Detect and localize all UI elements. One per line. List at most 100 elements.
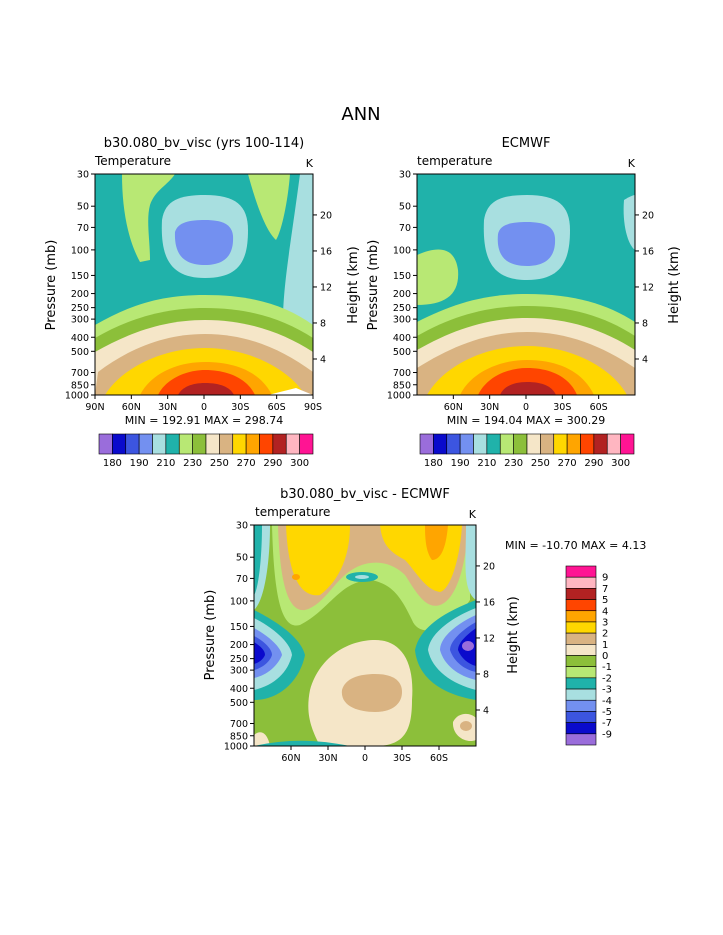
- pressure-tick-label: 200: [71, 289, 89, 300]
- colorbar-swatch: [499, 433, 514, 455]
- height-tick-label: 16: [483, 597, 495, 608]
- colorbar-label: 7: [602, 584, 608, 595]
- pressure-tick-label: 150: [393, 271, 411, 282]
- colorbar-label: 180: [103, 458, 122, 469]
- colorbar-label: 230: [183, 458, 202, 469]
- colorbar-label: 190: [451, 458, 470, 469]
- height-tick-label: 12: [320, 282, 332, 293]
- height-tick-label: 16: [320, 246, 332, 257]
- colorbar-swatch: [565, 599, 597, 612]
- colorbar-label: -9: [602, 729, 612, 740]
- contour-band-n7: [254, 642, 265, 664]
- pressure-tick-label: 250: [230, 654, 248, 665]
- contour-band-n3: [355, 575, 369, 579]
- colorbar-label: 210: [156, 458, 175, 469]
- colorbar-label: 9: [602, 573, 608, 584]
- contour-band-1: [460, 721, 472, 731]
- colorbar-swatch: [565, 733, 597, 746]
- pressure-tick-label: 200: [393, 289, 411, 300]
- colorbar-swatch: [299, 433, 314, 455]
- colorbar-label: 270: [237, 458, 256, 469]
- lat-tick-label: 30N: [480, 402, 499, 413]
- height-tick-label: 4: [483, 705, 489, 716]
- contour-band-n9: [462, 641, 474, 651]
- contour-band-300: [178, 383, 234, 395]
- contour-band-3: [425, 525, 448, 560]
- height-tick-label: 20: [642, 210, 654, 221]
- pressure-tick-label: 400: [393, 333, 411, 344]
- lat-tick-label: 30S: [553, 402, 571, 413]
- colorbar-swatch: [565, 666, 597, 679]
- colorbar-label: 190: [130, 458, 149, 469]
- pressure-tick-label: 250: [393, 303, 411, 314]
- height-tick-label: 4: [320, 354, 326, 365]
- pressure-tick-label: 500: [230, 698, 248, 709]
- pressure-tick-label: 300: [393, 315, 411, 326]
- pressure-tick-label: 850: [230, 731, 248, 742]
- colorbar-label: 3: [602, 617, 608, 628]
- lat-tick-label: 0: [201, 402, 207, 413]
- y-axis-label-right: Height (km): [506, 596, 521, 673]
- colorbar: 180 190 210 230 250 270 290 300: [98, 433, 314, 469]
- colorbar-swatch: [219, 433, 234, 455]
- colorbar: 180 190 210 230 250 270 290 300: [419, 433, 635, 469]
- contour-band-0: [254, 732, 270, 746]
- contour-band-n2: [254, 525, 262, 595]
- y-axis-label: Pressure (mb): [203, 590, 218, 681]
- colorbar-swatch: [419, 433, 434, 455]
- pressure-tick-label: 500: [393, 347, 411, 358]
- contour-band-2: [286, 525, 350, 596]
- page-title: ANN: [341, 104, 380, 125]
- colorbar-label: 5: [602, 595, 608, 606]
- colorbar-label: 300: [290, 458, 309, 469]
- colorbar-swatch: [565, 688, 597, 701]
- colorbar-label: 270: [558, 458, 577, 469]
- colorbar-swatch: [565, 699, 597, 712]
- pressure-tick-label: 30: [236, 521, 248, 532]
- contour-band-1: [341, 674, 402, 712]
- colorbar-swatch: [245, 433, 260, 455]
- colorbar-swatch: [459, 433, 474, 455]
- height-tick-label: 16: [642, 246, 654, 257]
- colorbar-swatch: [152, 433, 167, 455]
- panel-difference: b30.080_bv_visc - ECMWF temperature K: [203, 487, 646, 764]
- colorbar-swatch: [553, 433, 568, 455]
- panel-variable-label: temperature: [417, 154, 492, 168]
- pressure-tick-label: 70: [236, 574, 248, 585]
- pressure-tick-label: 50: [77, 202, 89, 213]
- lat-tick-label: 30S: [231, 402, 249, 413]
- height-tick-label: 8: [642, 318, 648, 329]
- colorbar-swatch: [565, 588, 597, 600]
- contour-field: [95, 174, 313, 395]
- pressure-tick-label: 100: [393, 245, 411, 256]
- colorbar-swatch: [192, 433, 207, 455]
- colorbar-label: -1: [602, 662, 612, 673]
- height-tick-label: 20: [483, 561, 495, 572]
- panel-units: K: [628, 157, 636, 170]
- contour-band-missing: [268, 388, 313, 395]
- pressure-tick-label: 850: [393, 380, 411, 391]
- colorbar-label: 0: [602, 651, 608, 662]
- colorbar-swatch: [565, 621, 597, 634]
- colorbar-swatch: [446, 433, 461, 455]
- pressure-tick-label: 850: [71, 380, 89, 391]
- colorbar-swatch: [125, 433, 140, 455]
- colorbar-label: 250: [531, 458, 550, 469]
- lat-tick-label: 60N: [122, 402, 141, 413]
- contour-band-290: [478, 368, 577, 395]
- colorbar-swatch: [565, 677, 597, 690]
- colorbar-label: -4: [602, 696, 612, 707]
- contour-band-n2: [254, 740, 350, 746]
- colorbar-swatch: [112, 433, 127, 455]
- pressure-tick-label: 100: [71, 245, 89, 256]
- colorbar-swatch: [565, 722, 597, 735]
- contour-band-300: [500, 382, 556, 395]
- height-tick-label: 8: [320, 318, 326, 329]
- colorbar-swatch: [178, 433, 193, 455]
- colorbar-swatch: [165, 433, 180, 455]
- stats-label: MIN = 194.04 MAX = 300.29: [447, 414, 605, 427]
- pressure-tick-label: 30: [77, 170, 89, 181]
- colorbar-label: 290: [263, 458, 282, 469]
- colorbar-swatch: [565, 644, 597, 656]
- pressure-tick-label: 50: [399, 202, 411, 213]
